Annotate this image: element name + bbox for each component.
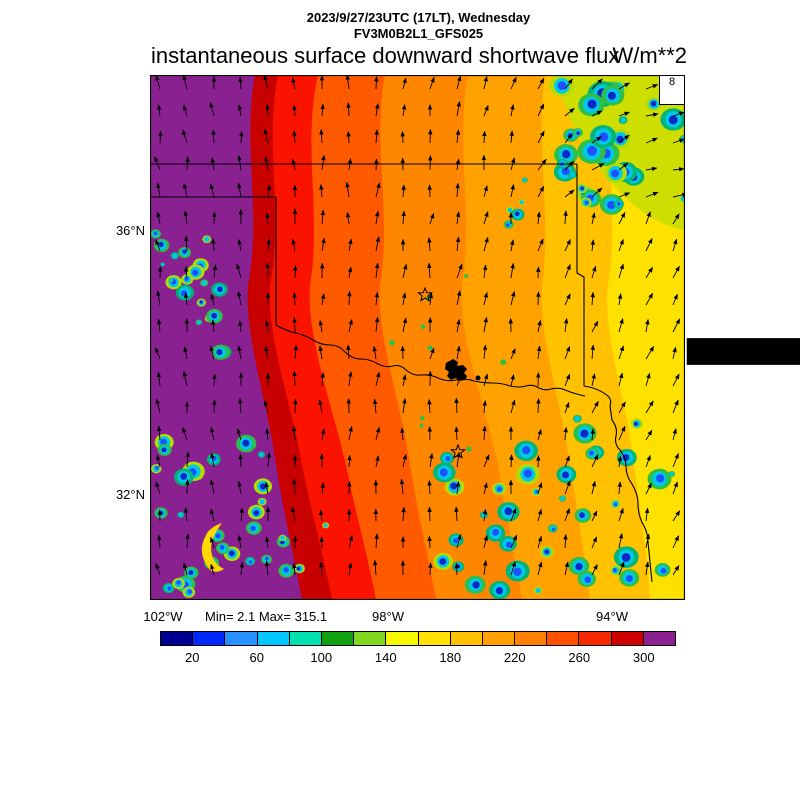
colorbar-segment <box>193 632 226 645</box>
colorbar-segment <box>289 632 322 645</box>
lon-tick-94w: 94°W <box>596 609 628 624</box>
colorbar-segment <box>225 632 258 645</box>
reference-vector-arrow <box>686 338 800 365</box>
colorbar-segment <box>515 632 548 645</box>
colorbar-tick: 260 <box>568 650 591 665</box>
map-canvas: 8 <box>150 75 800 600</box>
lon-tick-98w: 98°W <box>372 609 404 624</box>
colorbar-segment <box>257 632 290 645</box>
colorbar-segment <box>386 632 419 645</box>
colorbar-tick: 220 <box>503 650 526 665</box>
colorbar-segment <box>354 632 387 645</box>
colorbar-segment <box>579 632 612 645</box>
cloud-patches <box>150 75 685 600</box>
wind-vector-arrows <box>154 75 685 576</box>
colorbar-segment <box>321 632 355 645</box>
map-frame <box>150 75 685 600</box>
lat-tick-36n: 36°N <box>115 223 145 238</box>
colorbar-tick: 60 <box>249 650 264 665</box>
reference-vector-value: 8 <box>668 76 676 88</box>
flux-map-plot <box>150 75 685 600</box>
colorbar-segment <box>482 632 516 645</box>
lon-tick-102w: 102°W <box>143 609 183 624</box>
colorbar-tick: 20 <box>185 650 200 665</box>
datetime-label: 2023/9/27/23UTC (17LT), Wednesday <box>306 10 531 25</box>
minmax-label: Min= 2.1 Max= 315.1 <box>205 609 328 624</box>
colorbar-tick: 100 <box>310 650 333 665</box>
star-marker <box>416 286 434 302</box>
colorbar-tick-labels: 20 60 100 140 180 220 260 300 <box>160 650 676 666</box>
plot-title: instantaneous surface downward shortwave… <box>151 43 620 68</box>
colorbar-segment <box>161 632 194 645</box>
units-label: W/m**2 <box>612 43 687 68</box>
reference-vector-box: 8 <box>659 75 800 365</box>
lat-tick-32n: 32°N <box>115 487 145 502</box>
colorbar-segment <box>643 632 675 645</box>
yellow-crescent-feature <box>201 523 224 572</box>
colorbar-segment <box>418 632 451 645</box>
colorbar-tick: 140 <box>374 650 397 665</box>
model-run-label: FV3M0B2L1_GFS025 <box>353 26 484 41</box>
colorbar-tick: 300 <box>632 650 655 665</box>
colorbar-segment <box>611 632 644 645</box>
colorbar-tick: 180 <box>439 650 462 665</box>
colorbar-segment <box>450 632 483 645</box>
colorbar-segment <box>547 632 580 645</box>
colorbar <box>160 631 676 646</box>
